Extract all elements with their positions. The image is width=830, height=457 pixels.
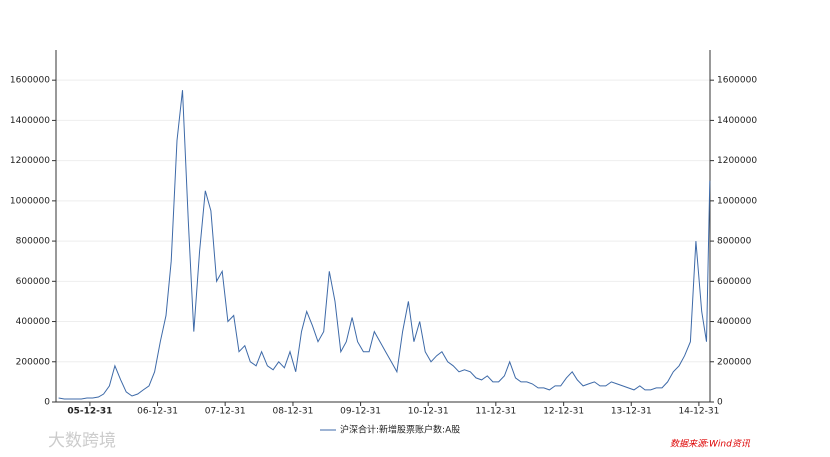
x-tick-label: 09-12-31: [340, 407, 381, 417]
x-tick-label: 08-12-31: [273, 407, 314, 417]
y-tick-label: 400000: [16, 317, 51, 327]
source: 数据来源:Wind资讯: [670, 439, 751, 450]
watermark: 大数跨境: [48, 431, 116, 451]
y2-tick-label: 400000: [717, 317, 752, 327]
y2-tick-label: 1200000: [717, 156, 757, 166]
y-tick-label: 1400000: [10, 116, 50, 126]
legend-label: 沪深合计:新增股票账户数:A股: [340, 424, 460, 436]
y-tick-label: 1600000: [10, 76, 50, 86]
y2-tick-label: 600000: [717, 277, 752, 287]
x-tick-label: 14-12-31: [678, 407, 719, 417]
x-tick-label: 13-12-31: [611, 407, 652, 417]
y2-tick-label: 1600000: [717, 76, 757, 86]
x-tick-label: 07-12-31: [205, 407, 246, 417]
y-tick-label: 600000: [16, 277, 51, 287]
line-series: [58, 90, 711, 400]
y-tick-label: 0: [44, 398, 50, 408]
y2-tick-label: 200000: [717, 357, 752, 367]
y-tick-label: 1200000: [10, 156, 50, 166]
x-tick-label: 05-12-31: [67, 407, 112, 417]
y2-tick-label: 0: [717, 398, 723, 408]
x-tick-label: 12-12-31: [543, 407, 584, 417]
x-tick-label: 11-12-31: [475, 407, 516, 417]
y2-tick-label: 800000: [717, 237, 752, 247]
y2-tick-label: 1000000: [717, 196, 757, 206]
x-tick-label: 06-12-31: [137, 407, 178, 417]
x-tick-label: 10-12-31: [408, 407, 449, 417]
y2-tick-label: 1400000: [717, 116, 757, 126]
y-tick-label: 200000: [16, 357, 51, 367]
y-tick-label: 1000000: [10, 196, 50, 206]
y-tick-label: 800000: [16, 237, 51, 247]
